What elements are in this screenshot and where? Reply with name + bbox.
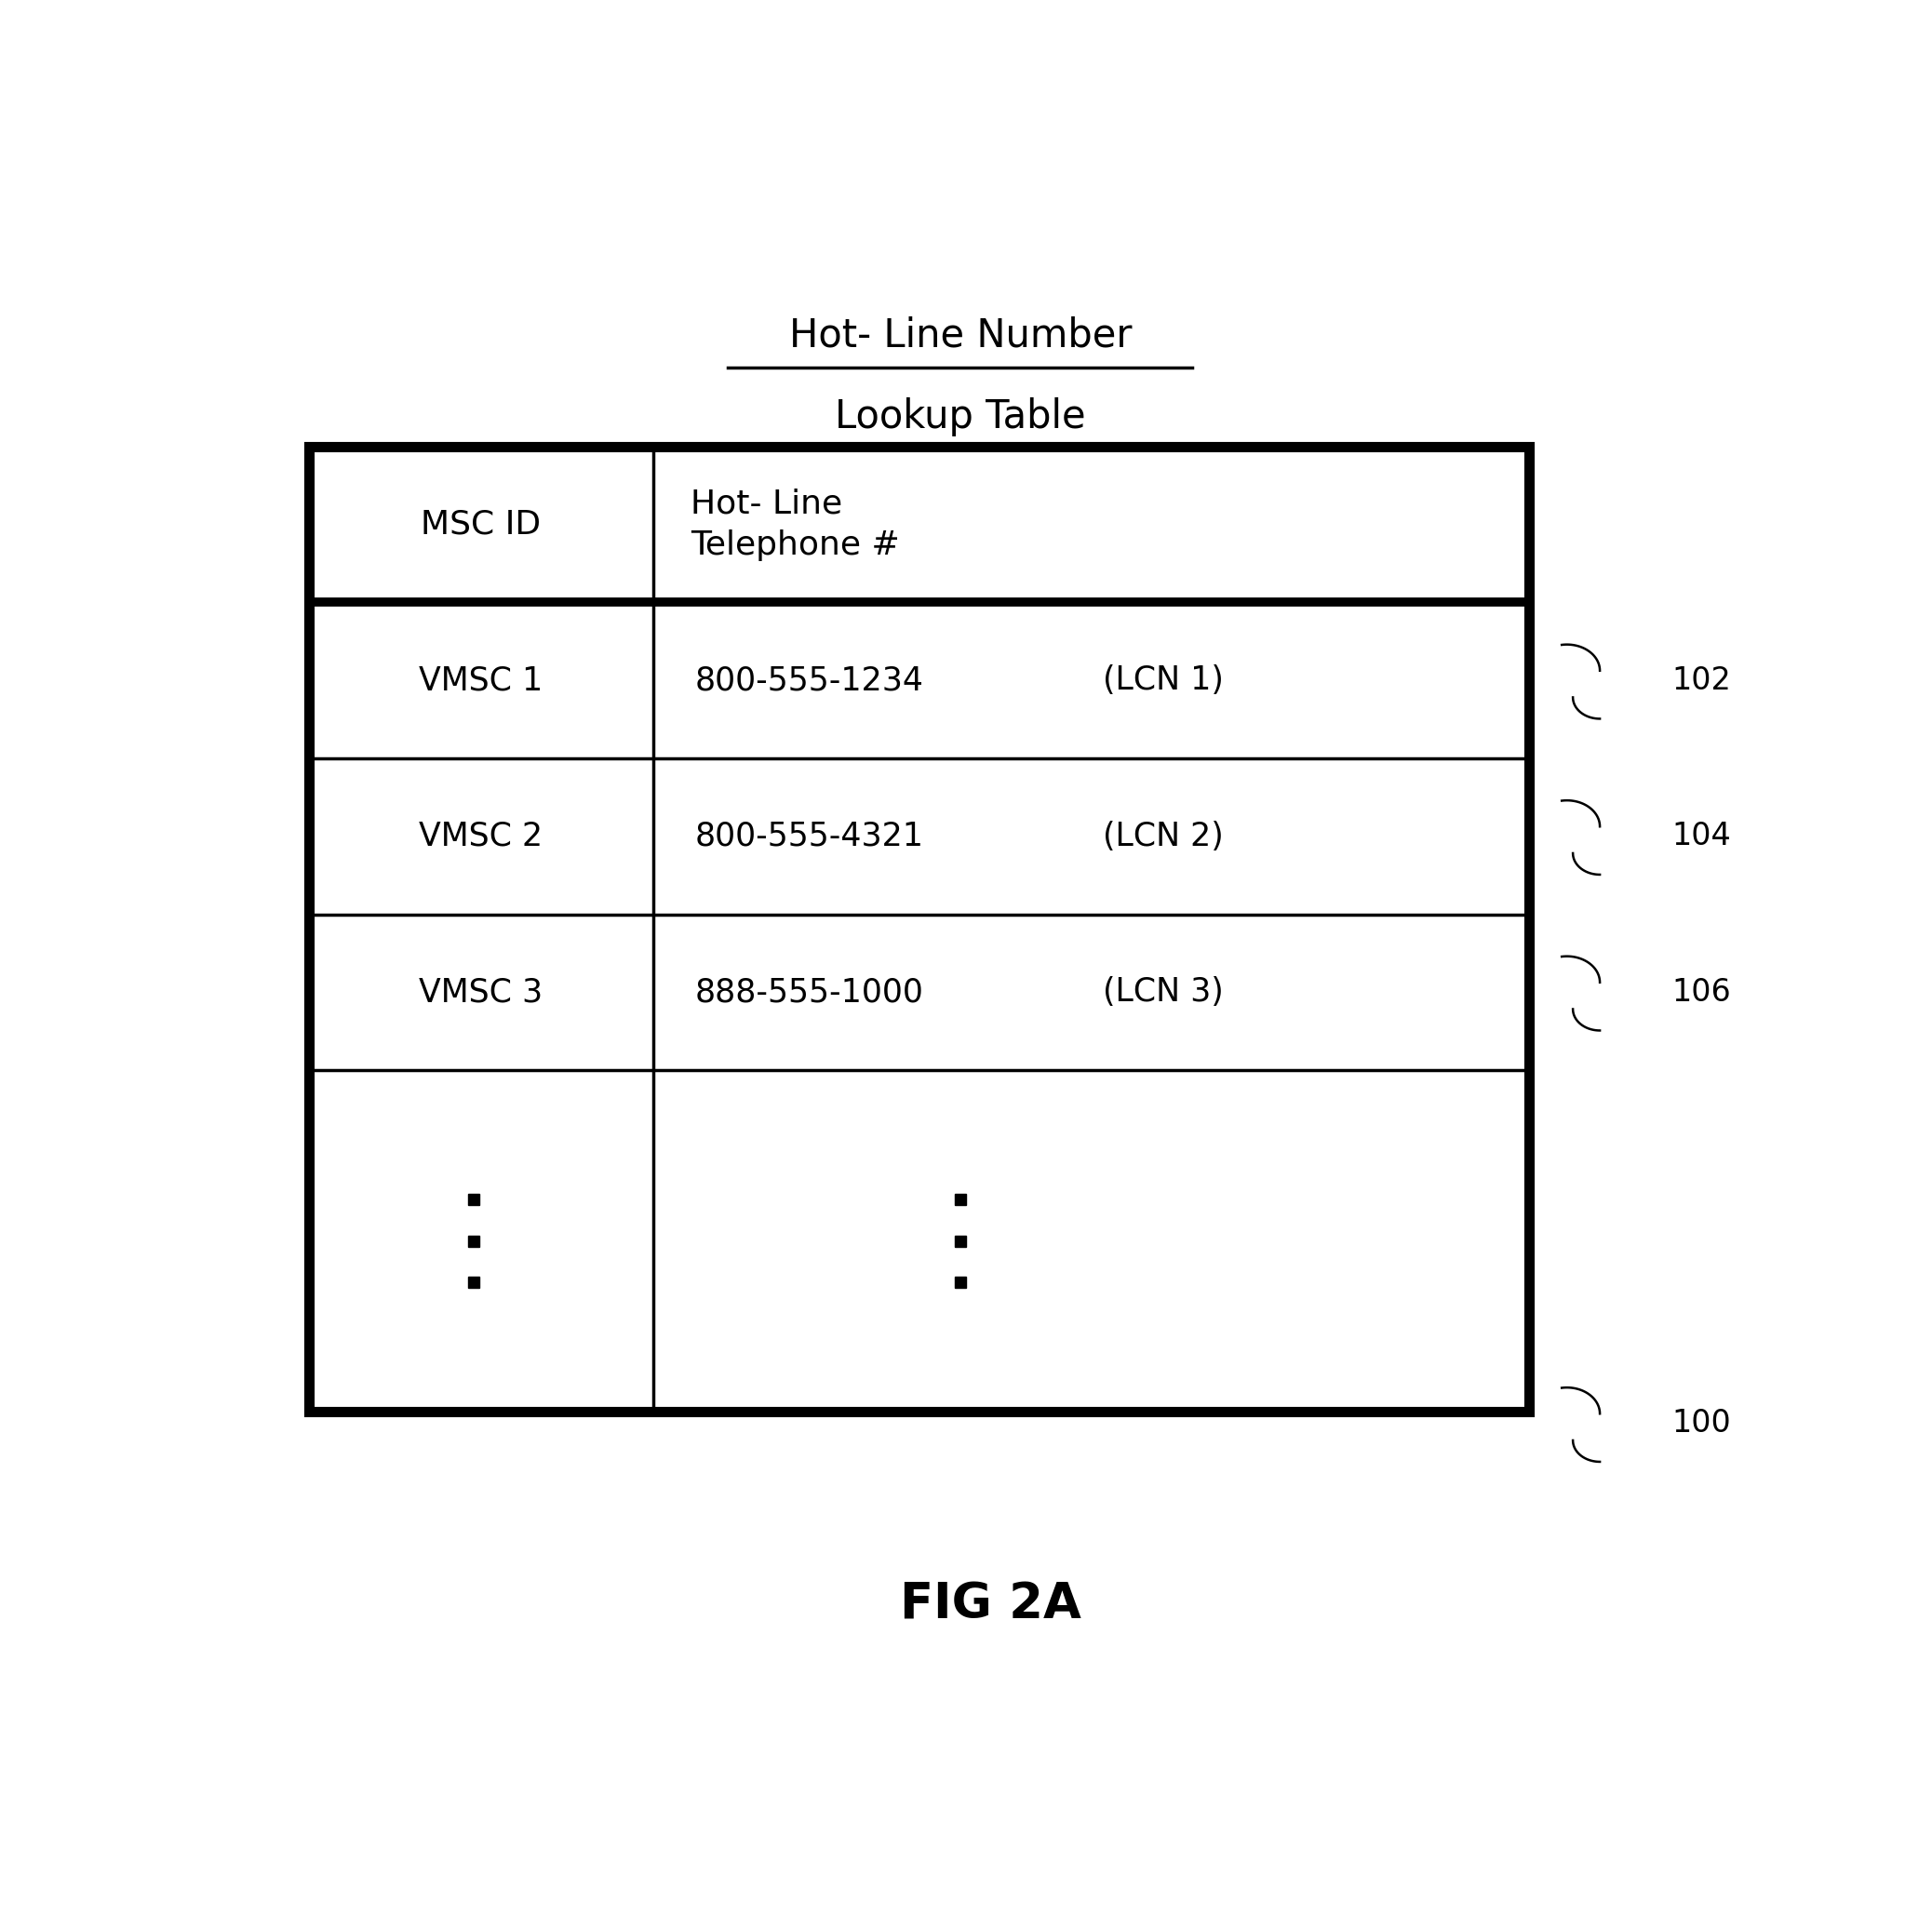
Text: Hot- Line Number: Hot- Line Number [788, 316, 1132, 355]
Text: (LCN 3): (LCN 3) [1103, 976, 1223, 1008]
Text: VMSC 1: VMSC 1 [419, 665, 543, 696]
Text: 800-555-4321: 800-555-4321 [696, 821, 923, 852]
Text: MSC ID: MSC ID [421, 509, 541, 540]
Text: (LCN 2): (LCN 2) [1103, 821, 1223, 852]
Text: 888-555-1000: 888-555-1000 [696, 976, 923, 1008]
Text: VMSC 2: VMSC 2 [419, 821, 543, 852]
Text: 800-555-1234: 800-555-1234 [696, 665, 923, 696]
Text: 102: 102 [1671, 665, 1731, 696]
Text: (LCN 1): (LCN 1) [1103, 665, 1223, 696]
Text: VMSC 3: VMSC 3 [419, 976, 543, 1008]
Text: 104: 104 [1671, 821, 1731, 852]
Text: FIG 2A: FIG 2A [900, 1581, 1080, 1629]
Bar [309, 447, 1530, 1411]
Text: 106: 106 [1671, 977, 1731, 1008]
Text: Lookup Table: Lookup Table [835, 397, 1086, 436]
Text: 100: 100 [1671, 1407, 1731, 1438]
Text: Hot- Line
Telephone #: Hot- Line Telephone # [692, 488, 900, 561]
